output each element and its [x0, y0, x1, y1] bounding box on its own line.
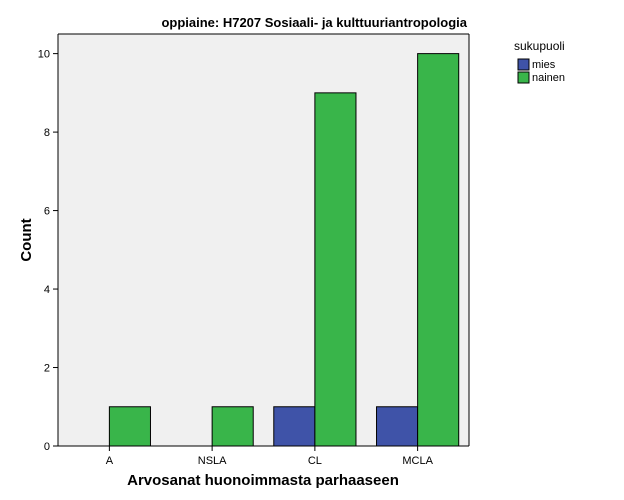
plot-area: [58, 34, 469, 446]
y-axis-ticks: 0 2 4 6 8 10: [38, 49, 58, 453]
legend-swatch-nainen: [517, 71, 530, 84]
chart-title: oppiaine: H7207 Sosiaali- ja kulttuurian…: [161, 15, 467, 30]
y-tick-label: 8: [44, 127, 50, 139]
bar-nainen-MCLA: [417, 53, 460, 447]
bar-nainen-A: [108, 406, 151, 447]
y-tick-label: 10: [38, 49, 50, 61]
x-tick-label: NSLA: [198, 455, 227, 467]
bar-mies-MCLA: [376, 406, 419, 447]
x-tick-label: CL: [308, 455, 322, 467]
bar-mies-CL: [273, 406, 316, 447]
x-axis-title: Arvosanat huonoimmasta parhaaseen: [127, 472, 399, 489]
y-tick-label: 2: [44, 363, 50, 375]
y-tick-label: 4: [44, 284, 50, 296]
y-tick-label: 6: [44, 206, 50, 218]
legend-label-nainen: nainen: [532, 72, 565, 84]
x-tick-label: MCLA: [402, 455, 433, 467]
bar-nainen-NSLA: [211, 406, 254, 447]
y-tick-label: 0: [44, 441, 50, 453]
x-tick-label: A: [106, 455, 114, 467]
x-axis-ticks: A NSLA CL MCLA: [106, 446, 434, 467]
y-axis-title: Count: [18, 218, 35, 261]
bars: [68, 53, 460, 447]
legend-label-mies: mies: [532, 59, 556, 71]
legend-title: sukupuoli: [514, 39, 565, 53]
legend-swatch-mies: [517, 58, 530, 71]
bar-nainen-CL: [314, 92, 357, 447]
